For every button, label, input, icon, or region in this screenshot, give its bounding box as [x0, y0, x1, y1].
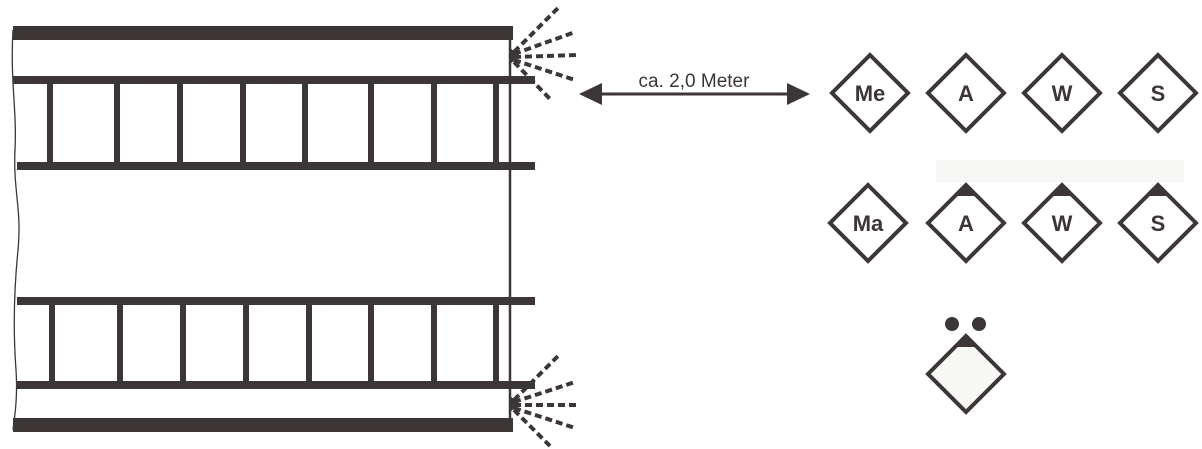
upper-rack-post	[302, 84, 308, 162]
upper-rack-post	[493, 84, 499, 162]
dimension-arrow: ca. 2,0 Meter	[579, 71, 810, 105]
symbol-w: W	[1021, 52, 1103, 134]
dot-icon	[945, 317, 959, 331]
background-band	[936, 160, 1184, 182]
diamond-sign-icon	[925, 333, 1007, 415]
upper-rack-rail-top	[13, 76, 535, 84]
diamond-sign-icon	[925, 182, 1007, 264]
symbol-me: Me	[829, 52, 911, 134]
symbol-a-marked: A	[925, 182, 1007, 264]
diamond-sign-icon	[1117, 52, 1199, 134]
symbol-label: A	[958, 211, 974, 236]
corridor-plan	[11, 4, 579, 448]
upper-rack-rail-bottom	[17, 162, 535, 170]
lower-rack-post	[431, 305, 437, 381]
lower-rack-rail-bottom	[17, 381, 535, 389]
symbol-w-marked: W	[1021, 182, 1103, 264]
top-marker-icon	[953, 334, 979, 347]
upper-rack-post	[47, 84, 53, 162]
lower-rack-post	[368, 305, 374, 381]
top-marker-icon	[1049, 183, 1075, 196]
arrow-right-icon	[787, 83, 810, 105]
symbol-single	[925, 317, 1007, 415]
symbol-s-marked: S	[1117, 182, 1199, 264]
light-beam-bottom	[510, 354, 578, 448]
symbol-label: S	[1151, 211, 1166, 236]
lower-rack-post	[49, 305, 55, 381]
symbol-label: S	[1151, 81, 1166, 106]
diamond-sign-icon	[1117, 182, 1199, 264]
diamond-sign-icon	[1021, 52, 1103, 134]
lower-rack-rail-top	[17, 297, 535, 305]
corridor-cut-line	[11, 29, 20, 431]
upper-rack	[13, 76, 535, 170]
lower-rack-post	[243, 305, 249, 381]
diamond-sign-icon	[829, 52, 911, 134]
dimension-label: ca. 2,0 Meter	[639, 71, 751, 92]
dot-icon	[972, 317, 986, 331]
lower-rack-post	[117, 305, 123, 381]
upper-rack-post	[368, 84, 374, 162]
symbol-label: Ma	[853, 211, 884, 236]
symbol-row-1: Me A W S	[829, 52, 1199, 134]
top-marker-icon	[1145, 183, 1171, 196]
symbol-a: A	[925, 52, 1007, 134]
symbol-s: S	[1117, 52, 1199, 134]
symbol-label: A	[958, 81, 974, 106]
lower-rack-post	[180, 305, 186, 381]
upper-rack-post	[431, 84, 437, 162]
diamond-sign-icon	[827, 182, 909, 264]
symbol-label: W	[1052, 81, 1073, 106]
symbol-label: Me	[855, 81, 886, 106]
lower-rack-post	[306, 305, 312, 381]
diamond-sign-icon	[925, 52, 1007, 134]
upper-rack-post	[240, 84, 246, 162]
outer-wall-bottom	[13, 418, 513, 432]
lower-rack-post	[493, 305, 499, 381]
arrow-left-icon	[579, 83, 602, 105]
top-marker-icon	[953, 183, 979, 196]
symbol-ma: Ma	[827, 182, 909, 264]
outer-wall-top	[13, 26, 513, 40]
upper-rack-post	[177, 84, 183, 162]
light-beam-top	[510, 4, 579, 101]
diamond-sign-icon	[1021, 182, 1103, 264]
symbol-label: W	[1052, 211, 1073, 236]
symbol-row-2: Ma A W S	[827, 182, 1199, 264]
lower-rack	[17, 297, 535, 389]
upper-rack-post	[114, 84, 120, 162]
